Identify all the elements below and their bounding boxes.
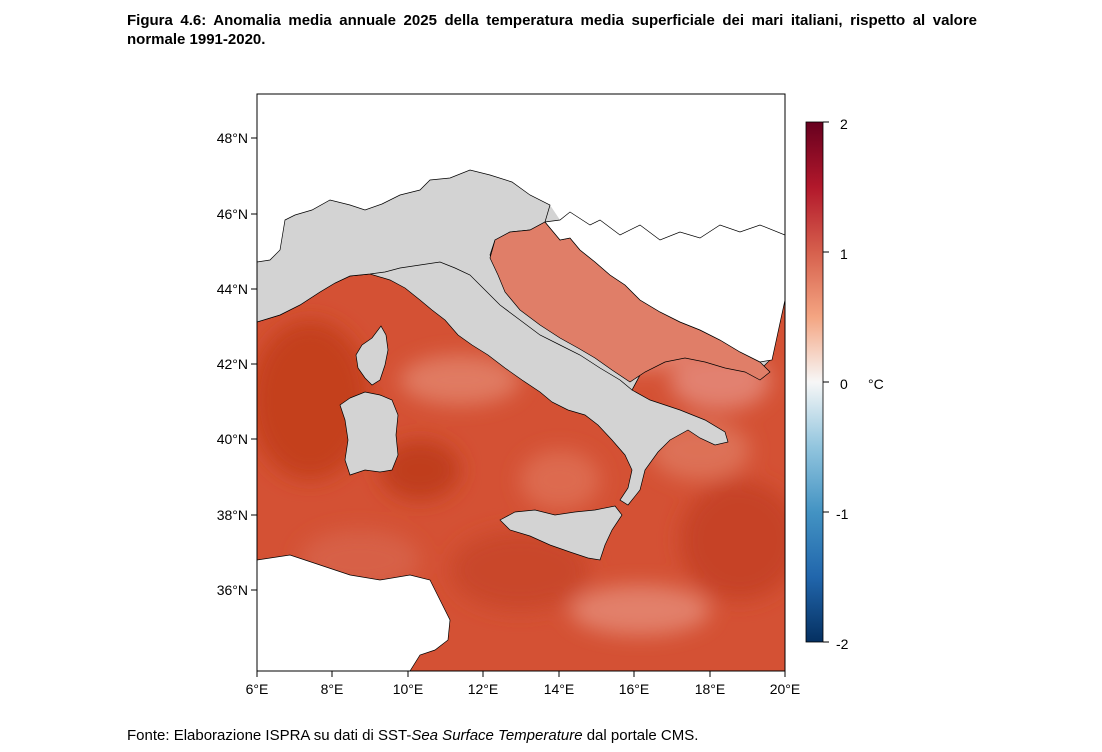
source-note: Fonte: Elaborazione ISPRA su dati di SST…: [127, 727, 698, 744]
colorbar-tick-label: -2: [836, 636, 849, 652]
lat-tick-label: 46°N: [217, 206, 248, 222]
source-prefix: Fonte: Elaborazione ISPRA su dati di SST…: [127, 727, 412, 744]
balkan-land: [544, 211, 785, 363]
colorbar-tick-label: 2: [840, 116, 848, 132]
lon-tick-label: 20°E: [770, 681, 801, 697]
colorbar-legend: 2 1 0 -1 -2 °C: [805, 116, 884, 652]
lat-tick-label: 48°N: [217, 130, 248, 146]
colorbar: [805, 121, 824, 643]
lon-axis: 6°E 8°E 10°E 12°E 14°E 16°E 18°E 20°E: [246, 671, 801, 697]
colorbar-tick-label: 0: [840, 376, 848, 392]
lat-tick-label: 42°N: [217, 356, 248, 372]
sicily-island: [499, 505, 623, 561]
source-italic: Sea Surface Temperature: [411, 727, 583, 744]
lon-tick-label: 16°E: [619, 681, 650, 697]
lon-tick-label: 10°E: [393, 681, 424, 697]
colorbar-tick-label: -1: [836, 506, 849, 522]
figure-caption: Figura 4.6: Anomalia media annuale 2025 …: [127, 12, 977, 48]
plot-frame: [256, 93, 786, 672]
lat-tick-label: 40°N: [217, 431, 248, 447]
colorbar-tick-label: 1: [840, 246, 848, 262]
lon-tick-label: 6°E: [246, 681, 269, 697]
north-africa-land: [257, 554, 451, 671]
corsica-island: [355, 325, 389, 386]
lon-tick-label: 18°E: [695, 681, 726, 697]
lon-tick-label: 8°E: [321, 681, 344, 697]
lon-tick-label: 12°E: [468, 681, 499, 697]
lat-tick-label: 44°N: [217, 281, 248, 297]
lat-tick-label: 36°N: [217, 582, 248, 598]
colorbar-unit: °C: [868, 376, 884, 392]
source-suffix: dal portale CMS.: [582, 727, 699, 744]
lat-axis: 48°N 46°N 44°N 42°N 40°N 38°N 36°N: [217, 130, 257, 598]
sardinia-island: [339, 391, 399, 476]
lon-tick-label: 14°E: [544, 681, 575, 697]
lat-tick-label: 38°N: [217, 507, 248, 523]
